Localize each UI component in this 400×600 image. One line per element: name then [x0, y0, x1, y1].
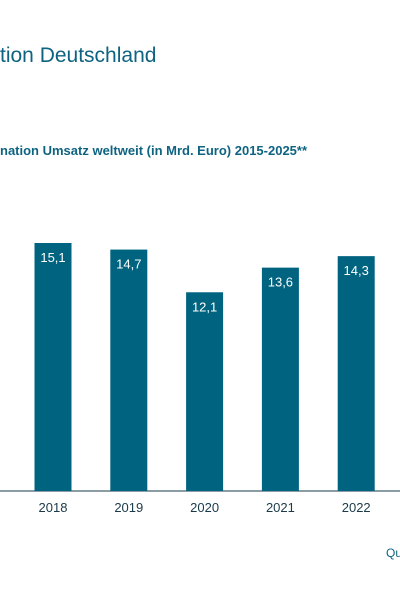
bar-2020	[186, 292, 224, 491]
x-tick-label-2020: 2020	[190, 500, 219, 515]
chart-subtitle: nation Umsatz weltweit (in Mrd. Euro) 20…	[0, 143, 308, 158]
source-note: Qu	[386, 546, 400, 560]
x-tick-label-2019: 2019	[114, 500, 143, 515]
bar-value-label-2020: 12,1	[192, 299, 217, 314]
bar-2022	[337, 256, 375, 491]
bar-value-label-2021: 13,6	[268, 275, 293, 290]
bar-2019	[110, 249, 148, 491]
bar-2021	[261, 267, 299, 491]
x-tick-label-2018: 2018	[39, 500, 68, 515]
x-tick-label-2022: 2022	[342, 500, 371, 515]
bar-value-label-2019: 14,7	[116, 257, 141, 272]
bar-value-label-2022: 14,3	[344, 263, 369, 278]
chart-title: tion Deutschland	[0, 44, 157, 67]
bar-value-label-2018: 15,1	[40, 250, 65, 265]
bar-2018	[34, 243, 72, 491]
x-tick-label-2021: 2021	[266, 500, 295, 515]
